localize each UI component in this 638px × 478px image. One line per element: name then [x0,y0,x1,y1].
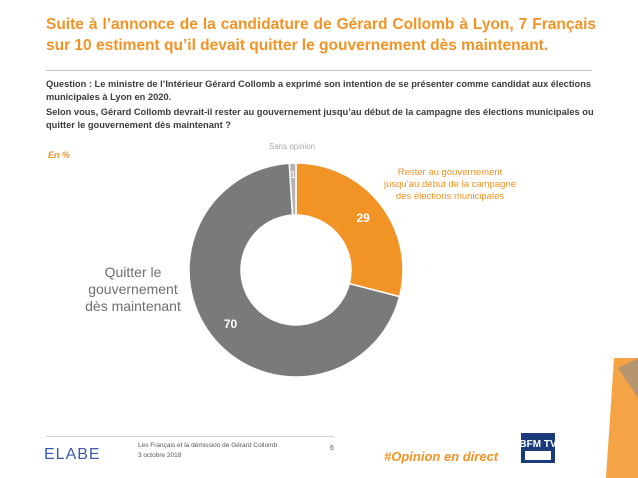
elabe-logo: ELABE [44,446,100,463]
question-text: Question : Le ministre de l’Intérieur Gé… [46,79,592,102]
hashtag: #Opinion en direct [384,449,499,464]
value-label-1: 70 [224,317,238,331]
donut-slice-2 [288,162,297,216]
category-label-2: Sans opinion [269,142,315,151]
question-block: Question : Le ministre de l’Intérieur Gé… [46,78,596,134]
bfm-tv-logo: BFM TV [521,433,555,463]
footer-divider [46,436,334,437]
brand-corner-decoration [606,358,638,478]
category-label-1: Quitter le gouvernement dès maintenant [85,264,181,314]
value-label-0: 29 [356,211,370,225]
survey-date: 3 octobre 2018 [138,452,182,459]
question-prompt: Selon vous, Gérard Collomb devrait-il re… [46,107,594,130]
bfm-logo-band [525,451,551,460]
survey-title: Les Français et la démission de Gérard C… [138,442,278,449]
elabe-logo-text: ELABE [44,446,100,463]
unit-label: En % [48,150,71,160]
category-label-0: Rester au gouvernement jusqu’au début de … [383,167,516,202]
bfm-logo-text: BFM TV [521,439,555,450]
page-number: 6 [330,445,334,452]
value-label-2: 1 [290,170,296,181]
title-divider [46,70,592,71]
page-title: Suite à l’annonce de la candidature de G… [46,16,596,54]
footer-source: Les Français et la démission de Gérard C… [138,441,277,461]
donut-slice-1 [188,162,401,378]
donut-slice-0 [295,162,404,298]
